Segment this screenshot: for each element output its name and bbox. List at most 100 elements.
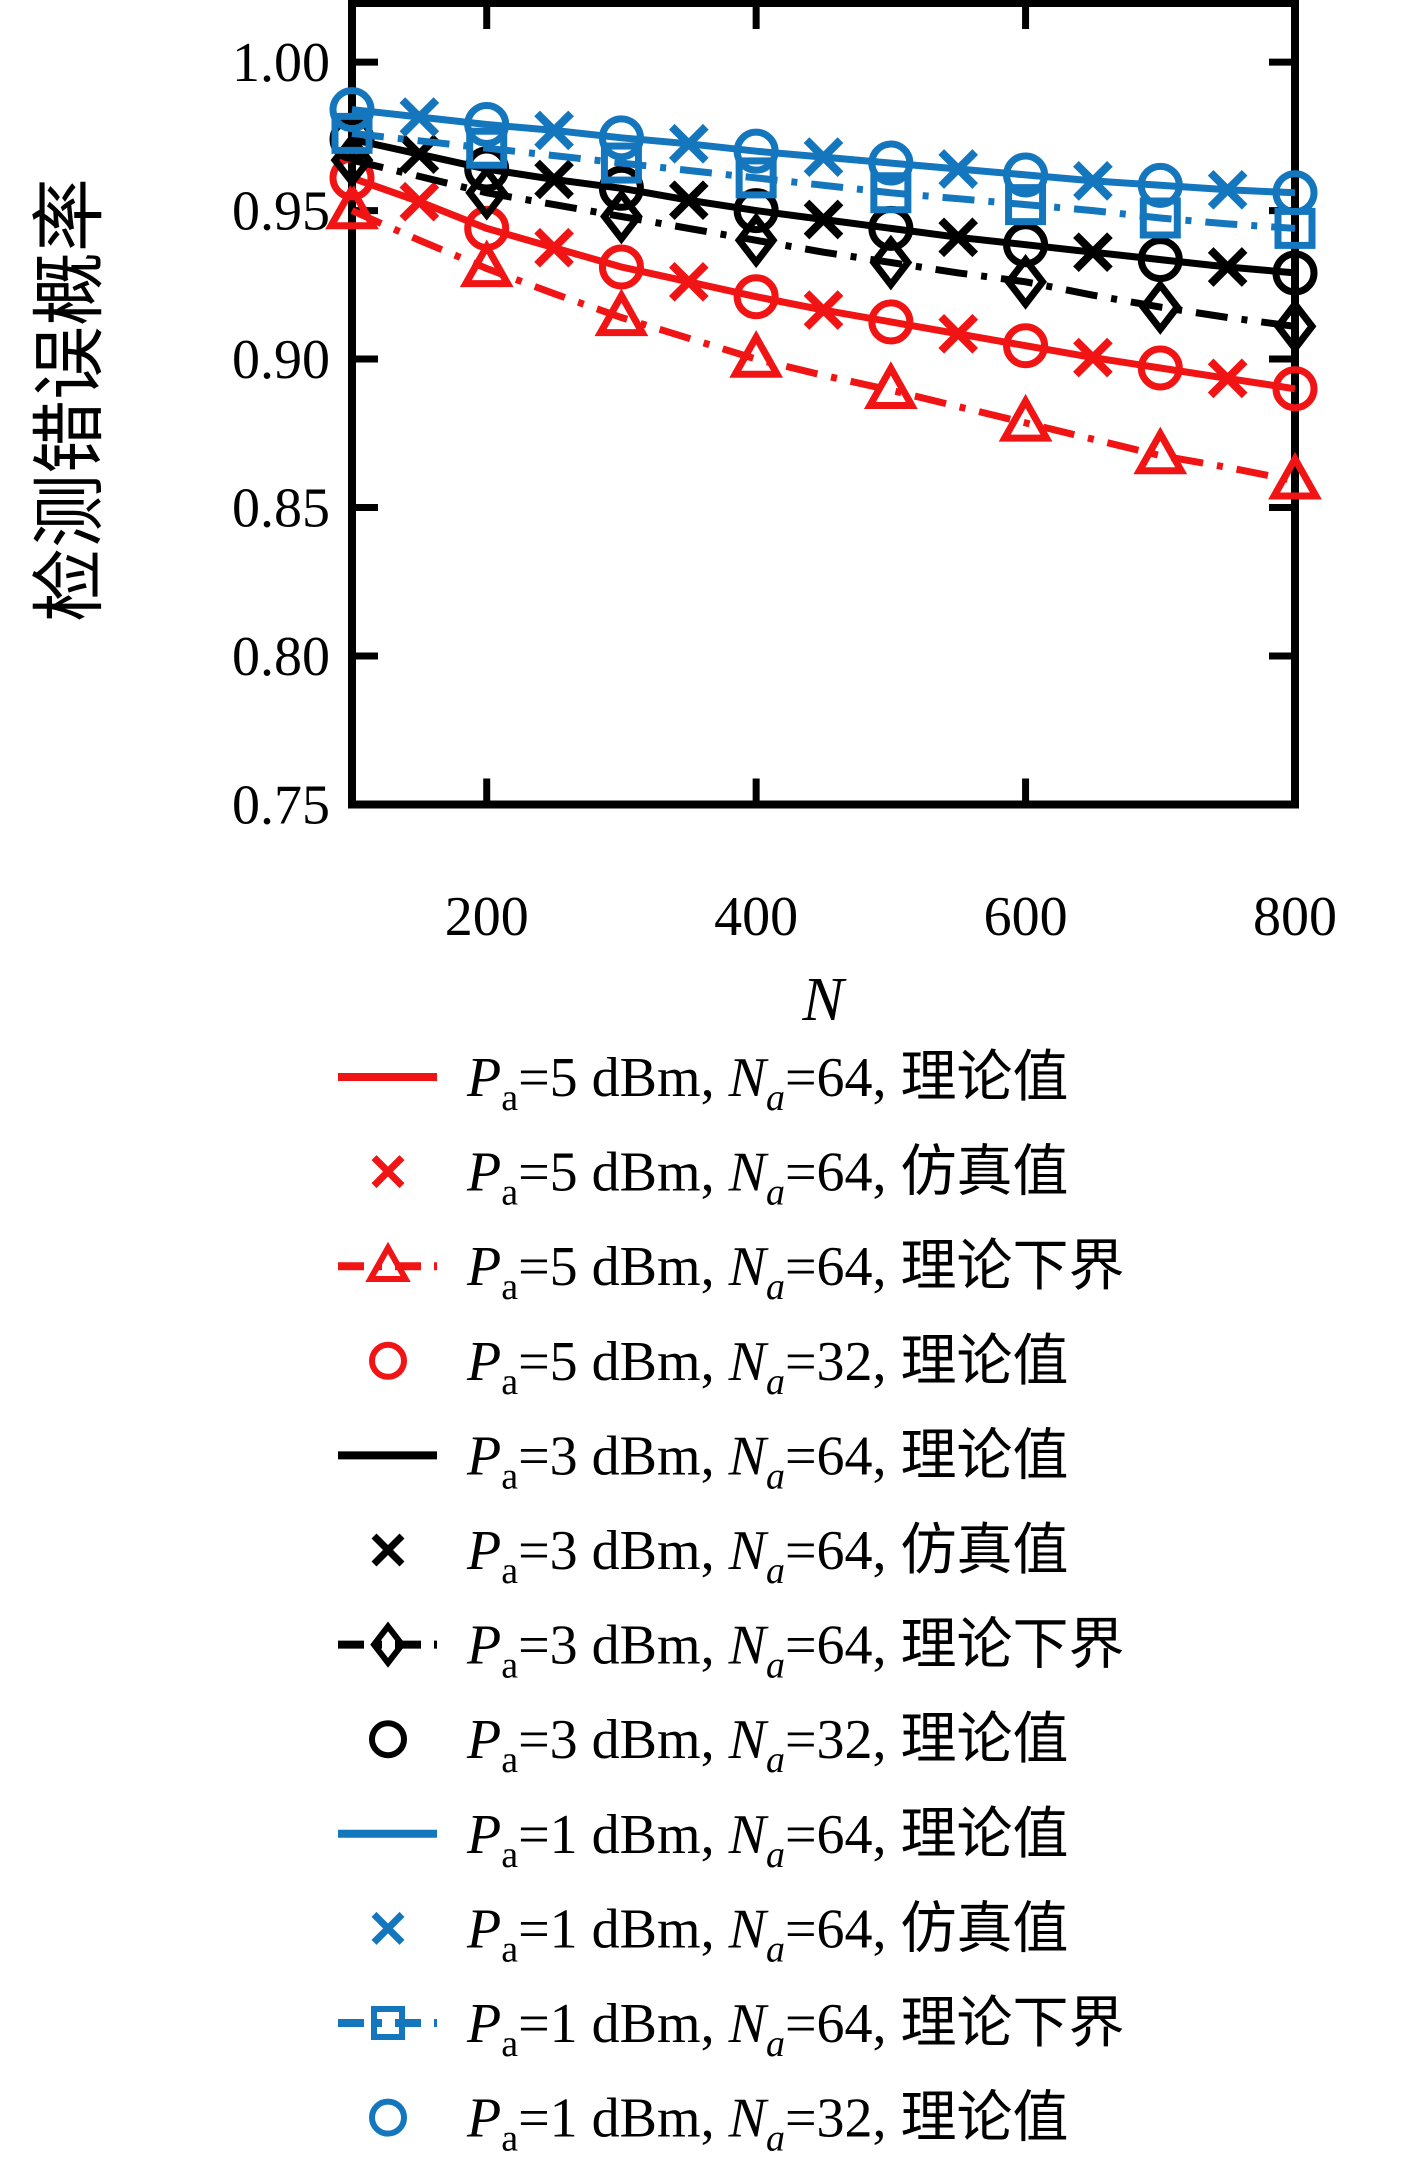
circle-marker bbox=[1272, 366, 1318, 412]
legend-label: Pa=1 dBm, Na=64, 理论下界 bbox=[466, 1993, 1125, 2065]
y-tick-label: 1.00 bbox=[232, 32, 330, 94]
circle-marker bbox=[369, 2098, 407, 2137]
legend-row-pa1-na32-theory: Pa=1 dBm, Na=32, 理论值 bbox=[369, 2088, 1069, 2160]
circle-marker bbox=[868, 140, 914, 186]
x-marker bbox=[371, 1533, 405, 1567]
legend-label: Pa=3 dBm, Na=64, 理论下界 bbox=[466, 1615, 1125, 1687]
pa3-na64-sim-markers bbox=[399, 134, 1248, 287]
diamond-marker bbox=[1138, 279, 1182, 335]
legend-label: Pa=1 dBm, Na=64, 仿真值 bbox=[466, 1898, 1069, 1970]
circle-marker bbox=[1272, 170, 1318, 216]
pa5-na64-lower-line bbox=[350, 207, 1296, 485]
circle-marker bbox=[1272, 250, 1318, 296]
series-pa1-na32-theory bbox=[329, 87, 1318, 216]
series-pa1-na64-sim bbox=[399, 97, 1248, 210]
legend-label: Pa=3 dBm, Na=64, 仿真值 bbox=[466, 1520, 1069, 1592]
legend-row-pa3-na64-sim: Pa=3 dBm, Na=64, 仿真值 bbox=[371, 1520, 1069, 1592]
triangle-marker bbox=[1133, 426, 1188, 475]
legend-label: Pa=1 dBm, Na=32, 理论值 bbox=[466, 2088, 1069, 2160]
x-marker bbox=[938, 217, 979, 258]
x-marker bbox=[668, 262, 709, 302]
series-pa5-na64-sim bbox=[399, 181, 1248, 399]
circle-marker bbox=[1003, 323, 1049, 369]
triangle-marker bbox=[729, 330, 784, 378]
legend-label: Pa=5 dBm, Na=64, 理论值 bbox=[466, 1047, 1069, 1119]
x-marker bbox=[1073, 337, 1113, 378]
circle-marker bbox=[369, 1720, 407, 1759]
triangle-marker bbox=[998, 393, 1053, 442]
circle-marker bbox=[1003, 152, 1049, 198]
x-marker bbox=[371, 1155, 405, 1189]
triangle-marker bbox=[594, 288, 649, 337]
square-marker bbox=[735, 157, 777, 199]
square-marker bbox=[466, 127, 508, 169]
x-tick-label: 200 bbox=[445, 886, 529, 948]
x-marker bbox=[1207, 358, 1248, 399]
legend-row-pa3-na64-theory: Pa=3 dBm, Na=64, 理论值 bbox=[338, 1425, 1069, 1497]
x-marker bbox=[1207, 169, 1248, 210]
pa1-na64-sim-markers bbox=[399, 97, 1248, 210]
x-marker bbox=[803, 137, 844, 177]
y-tick-label: 0.80 bbox=[232, 626, 330, 688]
y-tick-label: 0.90 bbox=[232, 329, 330, 391]
legend-row-pa5-na64-lower: Pa=5 dBm, Na=64, 理论下界 bbox=[338, 1236, 1125, 1308]
legend-label: Pa=3 dBm, Na=64, 理论值 bbox=[466, 1425, 1069, 1497]
legend-label: Pa=5 dBm, Na=32, 理论值 bbox=[466, 1331, 1069, 1403]
triangle-marker bbox=[1268, 451, 1322, 500]
x-marker bbox=[1073, 232, 1113, 272]
pa1-na64-lower-line bbox=[351, 129, 1296, 232]
circle-marker bbox=[598, 115, 644, 161]
square-marker bbox=[870, 172, 912, 214]
legend-row-pa1-na64-sim: Pa=1 dBm, Na=64, 仿真值 bbox=[371, 1898, 1069, 1970]
x-marker bbox=[803, 199, 844, 240]
triangle-marker bbox=[365, 1241, 411, 1282]
legend-row-pa3-na32-theory: Pa=3 dBm, Na=32, 理论值 bbox=[369, 1709, 1069, 1781]
circle-marker bbox=[1003, 222, 1049, 268]
series-group bbox=[325, 87, 1322, 500]
diamond-marker bbox=[734, 212, 778, 269]
triangle-marker bbox=[459, 239, 514, 288]
x-tick-label: 800 bbox=[1253, 886, 1337, 948]
x-marker bbox=[1073, 161, 1113, 201]
diamond-marker bbox=[370, 1621, 406, 1668]
legend-row-pa5-na32-theory: Pa=5 dBm, Na=32, 理论值 bbox=[369, 1331, 1069, 1403]
series-pa5-na64-lower bbox=[325, 181, 1322, 500]
pa5-na64-sim-markers bbox=[399, 181, 1248, 399]
circle-marker bbox=[1137, 345, 1183, 391]
x-marker bbox=[534, 110, 574, 151]
x-tick-label: 400 bbox=[714, 886, 798, 948]
triangle-marker bbox=[325, 181, 379, 230]
square-marker bbox=[1005, 184, 1047, 226]
diamond-marker bbox=[600, 188, 643, 245]
legend-label: Pa=1 dBm, Na=64, 理论值 bbox=[466, 1804, 1069, 1876]
pa1-na32-theory-markers bbox=[329, 87, 1318, 216]
legend-row-pa5-na64-sim: Pa=5 dBm, Na=64, 仿真值 bbox=[371, 1142, 1069, 1214]
x-tick-label: 600 bbox=[984, 886, 1068, 948]
x-marker bbox=[399, 181, 440, 222]
y-axis-title: 检测错误概率 bbox=[30, 178, 112, 622]
x-marker bbox=[803, 290, 844, 330]
x-marker bbox=[938, 149, 979, 189]
legend-row-pa3-na64-lower: Pa=3 dBm, Na=64, 理论下界 bbox=[338, 1615, 1125, 1687]
x-marker bbox=[1207, 247, 1248, 287]
circle-marker bbox=[464, 101, 510, 147]
x-marker bbox=[938, 313, 979, 354]
circle-marker bbox=[1137, 237, 1183, 283]
diamond-marker bbox=[869, 234, 913, 291]
circle-marker bbox=[369, 1341, 407, 1380]
circle-marker bbox=[598, 165, 644, 211]
pa5-na64-lower-markers bbox=[325, 181, 1322, 500]
legend-label: Pa=5 dBm, Na=64, 理论下界 bbox=[466, 1236, 1125, 1308]
x-axis-title: N bbox=[801, 966, 847, 1034]
y-tick-label: 0.75 bbox=[232, 775, 330, 837]
pa3-na64-lower-line bbox=[351, 156, 1296, 330]
y-tick-label: 0.85 bbox=[232, 478, 330, 540]
triangle-marker bbox=[863, 361, 918, 409]
y-tick-label: 0.95 bbox=[232, 181, 330, 243]
tick-labels: 1.00 0.95 0.90 0.85 0.80 0.75 200 400 600 800 bbox=[232, 32, 1337, 948]
square-marker bbox=[371, 2006, 405, 2040]
legend-row-pa5-na64-theory: Pa=5 dBm, Na=64, 理论值 bbox=[338, 1047, 1069, 1119]
diamond-marker bbox=[1004, 254, 1047, 310]
